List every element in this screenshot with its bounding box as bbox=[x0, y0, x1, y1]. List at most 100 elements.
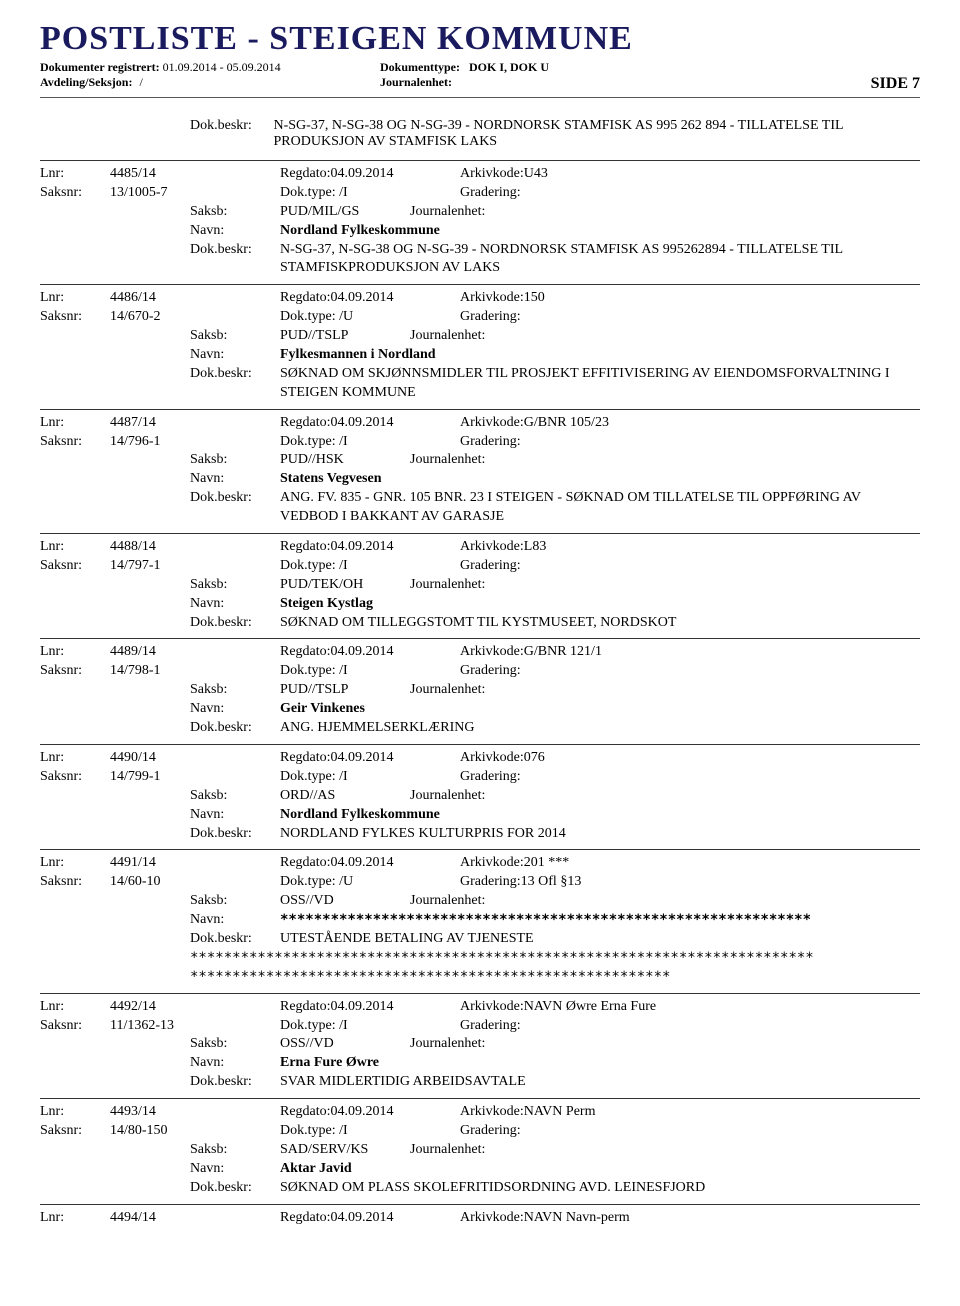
regdato-label: Regdato: bbox=[280, 644, 331, 659]
arkiv-value: 201 *** bbox=[524, 855, 570, 870]
journ-label: Journalenhet: bbox=[410, 577, 485, 592]
arkiv-value: 150 bbox=[524, 290, 545, 305]
saksnr-label: Saksnr: bbox=[40, 433, 110, 452]
saksb-value: OSS//VD bbox=[280, 1035, 410, 1054]
saksb-value: PUD//TSLP bbox=[280, 327, 410, 346]
regdato-label: Regdato: bbox=[280, 1104, 331, 1119]
doktype-label: Dokumenttype: bbox=[380, 60, 460, 74]
navn-label: Navn: bbox=[190, 222, 280, 241]
arkiv-label: Arkivkode: bbox=[460, 290, 524, 305]
lnr-label: Lnr: bbox=[40, 1103, 110, 1122]
doktype-label: Dok.type: bbox=[280, 663, 339, 678]
navn-label: Navn: bbox=[190, 595, 280, 614]
saksb-value: PUD/TEK/OH bbox=[280, 576, 410, 595]
saksb-label: Saksb: bbox=[190, 327, 280, 346]
journ-label: Journalenhet: bbox=[410, 1142, 485, 1157]
regdato-label: Regdato: bbox=[280, 415, 331, 430]
lnr-value: 4485/14 bbox=[110, 165, 190, 184]
regdato-value: 04.09.2014 bbox=[331, 750, 394, 765]
lnr-label: Lnr: bbox=[40, 414, 110, 433]
arkiv-label: Arkivkode: bbox=[460, 855, 524, 870]
lnr-value: 4493/14 bbox=[110, 1103, 190, 1122]
beskr-value: NORDLAND FYLKES KULTURPRIS FOR 2014 bbox=[280, 825, 920, 844]
arkiv-label: Arkivkode: bbox=[460, 1210, 524, 1225]
arkiv-value: NAVN Øwre Erna Fure bbox=[524, 999, 656, 1014]
navn-label: Navn: bbox=[190, 700, 280, 719]
saksnr-label: Saksnr: bbox=[40, 308, 110, 327]
doktype-value: /I bbox=[339, 558, 348, 573]
beskr-label: Dok.beskr: bbox=[190, 1073, 280, 1092]
doktype-label: Dok.type: bbox=[280, 1018, 339, 1033]
navn-value: Fylkesmannen i Nordland bbox=[280, 346, 920, 365]
lnr-label: Lnr: bbox=[40, 998, 110, 1017]
doktype-label: Dok.type: bbox=[280, 874, 339, 889]
regdato-value: 04.09.2014 bbox=[331, 290, 394, 305]
doktype-value: DOK I, DOK U bbox=[469, 60, 549, 74]
regdato-value: 04.09.2014 bbox=[331, 999, 394, 1014]
dokreg-value: 01.09.2014 - 05.09.2014 bbox=[163, 60, 281, 74]
document-page: POSTLISTE - STEIGEN KOMMUNE Dokumenter r… bbox=[0, 0, 960, 1253]
lnr-value: 4492/14 bbox=[110, 998, 190, 1017]
tail-regdato: 04.09.2014 bbox=[331, 1210, 394, 1225]
doktype-label: Dok.type: bbox=[280, 769, 339, 784]
doktype-value: /I bbox=[339, 185, 348, 200]
beskr-label: Dok.beskr: bbox=[190, 365, 280, 403]
doktype-label: Dok.type: bbox=[280, 309, 339, 324]
beskr-value: SVAR MIDLERTIDIG ARBEIDSAVTALE bbox=[280, 1073, 920, 1092]
doktype-label: Dok.type: bbox=[280, 434, 339, 449]
entry: Lnr: 4485/14 Regdato:04.09.2014 Arkivkod… bbox=[40, 160, 920, 284]
regdato-value: 04.09.2014 bbox=[331, 1104, 394, 1119]
redacted-line: ****************************************… bbox=[190, 949, 920, 968]
grad-label: Gradering: bbox=[460, 434, 521, 449]
top-dok-beskr: Dok.beskr: N-SG-37, N-SG-38 OG N-SG-39 -… bbox=[190, 118, 920, 150]
navn-value: Erna Fure Øwre bbox=[280, 1054, 920, 1073]
regdato-value: 04.09.2014 bbox=[331, 644, 394, 659]
saksb-label: Saksb: bbox=[190, 1035, 280, 1054]
lnr-label: Lnr: bbox=[40, 1209, 110, 1228]
saksb-label: Saksb: bbox=[190, 1141, 280, 1160]
entry: Lnr: 4490/14 Regdato:04.09.2014 Arkivkod… bbox=[40, 744, 920, 849]
arkiv-value: G/BNR 105/23 bbox=[524, 415, 609, 430]
entry: Lnr: 4486/14 Regdato:04.09.2014 Arkivkod… bbox=[40, 284, 920, 408]
navn-value: Steigen Kystlag bbox=[280, 595, 920, 614]
saksb-value: PUD/MIL/GS bbox=[280, 203, 410, 222]
beskr-label: Dok.beskr: bbox=[190, 241, 280, 279]
journ-label: Journalenhet: bbox=[410, 1036, 485, 1051]
regdato-label: Regdato: bbox=[280, 999, 331, 1014]
grad-label: Gradering: bbox=[460, 1018, 521, 1033]
saksnr-value: 14/80-150 bbox=[110, 1122, 190, 1141]
grad-value: 13 Ofl §13 bbox=[521, 874, 582, 889]
navn-label: Navn: bbox=[190, 911, 280, 930]
regdato-label: Regdato: bbox=[280, 750, 331, 765]
meta-row-1: Dokumenter registrert: 01.09.2014 - 05.0… bbox=[40, 60, 920, 75]
grad-label: Gradering: bbox=[460, 874, 521, 889]
doktype-value: /I bbox=[339, 434, 348, 449]
saksb-value: SAD/SERV/KS bbox=[280, 1141, 410, 1160]
saksnr-value: 14/60-10 bbox=[110, 873, 190, 892]
navn-value: Nordland Fylkeskommune bbox=[280, 222, 920, 241]
beskr-label: Dok.beskr: bbox=[190, 930, 280, 949]
regdato-label: Regdato: bbox=[280, 539, 331, 554]
redacted-line: ****************************************… bbox=[190, 968, 920, 987]
beskr-value: ANG. FV. 835 - GNR. 105 BNR. 23 I STEIGE… bbox=[280, 489, 920, 527]
lnr-value: 4487/14 bbox=[110, 414, 190, 433]
grad-label: Gradering: bbox=[460, 309, 521, 324]
saksb-label: Saksb: bbox=[190, 787, 280, 806]
regdato-label: Regdato: bbox=[280, 290, 331, 305]
entry: Lnr: 4491/14 Regdato:04.09.2014 Arkivkod… bbox=[40, 849, 920, 992]
saksnr-value: 14/670-2 bbox=[110, 308, 190, 327]
dokreg-label: Dokumenter registrert: bbox=[40, 60, 160, 74]
lnr-value: 4486/14 bbox=[110, 289, 190, 308]
journ-label: Journalenhet: bbox=[380, 75, 452, 89]
journ-label: Journalenhet: bbox=[410, 204, 485, 219]
navn-label: Navn: bbox=[190, 346, 280, 365]
grad-label: Gradering: bbox=[460, 185, 521, 200]
doktype-value: /I bbox=[339, 769, 348, 784]
entry: Lnr: 4493/14 Regdato:04.09.2014 Arkivkod… bbox=[40, 1098, 920, 1203]
grad-label: Gradering: bbox=[460, 769, 521, 784]
grad-label: Gradering: bbox=[460, 558, 521, 573]
doktype-label: Dok.type: bbox=[280, 558, 339, 573]
saksb-value: PUD//TSLP bbox=[280, 681, 410, 700]
regdato-value: 04.09.2014 bbox=[331, 166, 394, 181]
beskr-label: Dok.beskr: bbox=[190, 489, 280, 527]
